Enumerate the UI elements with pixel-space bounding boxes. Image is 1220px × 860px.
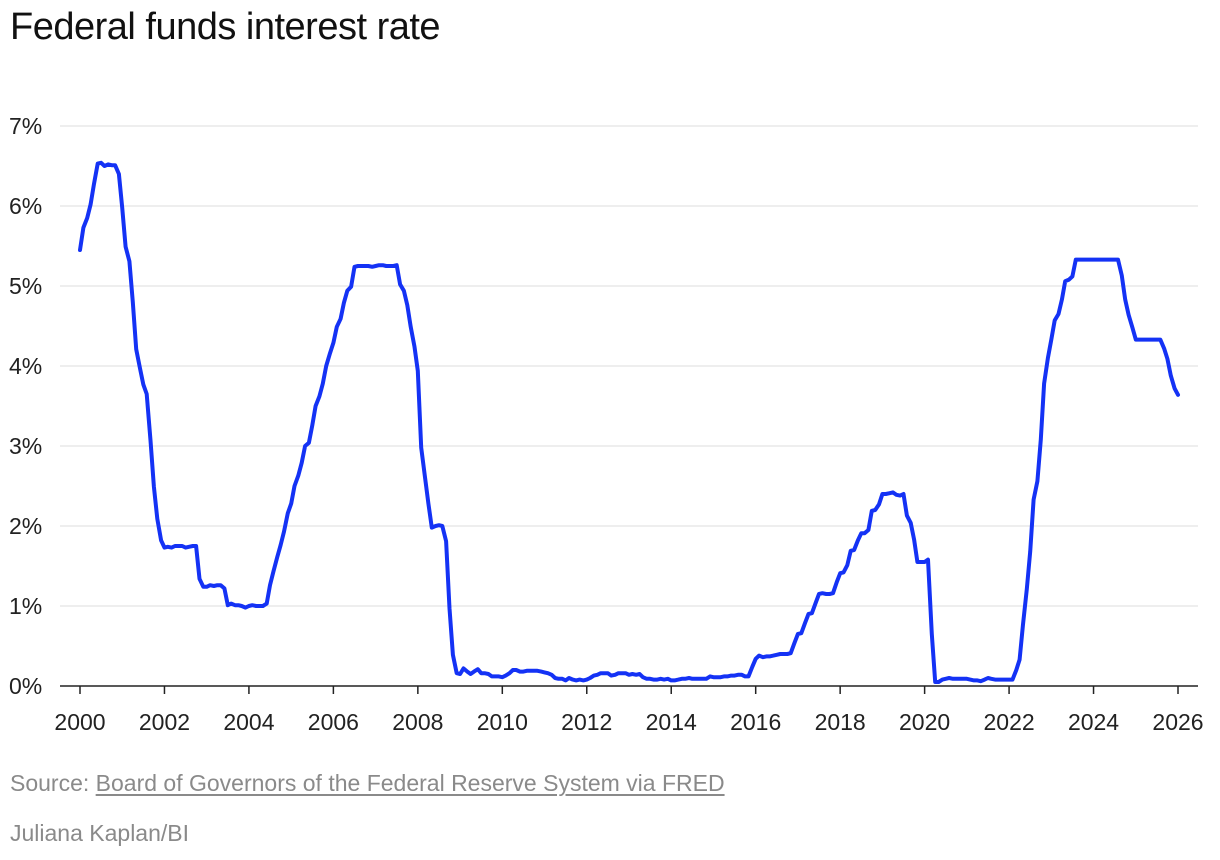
author-credit: Juliana Kaplan/BI <box>10 820 190 846</box>
x-tick-label: 2020 <box>899 709 950 735</box>
series-group <box>78 160 1180 684</box>
y-tick-label: 7% <box>9 113 42 139</box>
source-link[interactable]: Board of Governors of the Federal Reserv… <box>95 770 725 796</box>
y-axis-ticks: 0% 1% 2% 3% 4% 5% 6% 7% <box>9 113 42 699</box>
source-prefix: Source: <box>10 770 96 796</box>
x-tick-label: 2000 <box>54 709 105 735</box>
x-tick-label: 2004 <box>223 709 274 735</box>
y-tick-label: 2% <box>9 513 42 539</box>
y-tick-label: 4% <box>9 353 42 379</box>
x-tick-label: 2022 <box>983 709 1034 735</box>
chart-title: Federal funds interest rate <box>10 6 441 48</box>
x-tick-label: 2024 <box>1068 709 1119 735</box>
x-tick-label: 2026 <box>1152 709 1203 735</box>
x-tick-label: 2018 <box>815 709 866 735</box>
x-tick-label: 2014 <box>646 709 697 735</box>
x-tick-label: 2016 <box>730 709 781 735</box>
y-tick-label: 5% <box>9 273 42 299</box>
x-tick-label: 2006 <box>308 709 359 735</box>
x-tick-label: 2010 <box>477 709 528 735</box>
x-tick-label: 2012 <box>561 709 612 735</box>
y-tick-label: 3% <box>9 433 42 459</box>
source-note: Source: Board of Governors of the Federa… <box>10 770 725 797</box>
x-tick-label: 2008 <box>392 709 443 735</box>
y-tick-label: 6% <box>9 193 42 219</box>
y-tick-label: 0% <box>9 673 42 699</box>
series-line-fed-funds-rate <box>78 160 1180 684</box>
line-chart: 0% 1% 2% 3% 4% 5% 6% 7% 2000 2002 2004 2006 2008 201… <box>9 113 1204 735</box>
x-tick-label: 2002 <box>139 709 190 735</box>
x-axis-ticks: 2000 2002 2004 2006 2008 2010 2012 2014 2016 2018… <box>54 686 1204 735</box>
y-tick-label: 1% <box>9 593 42 619</box>
